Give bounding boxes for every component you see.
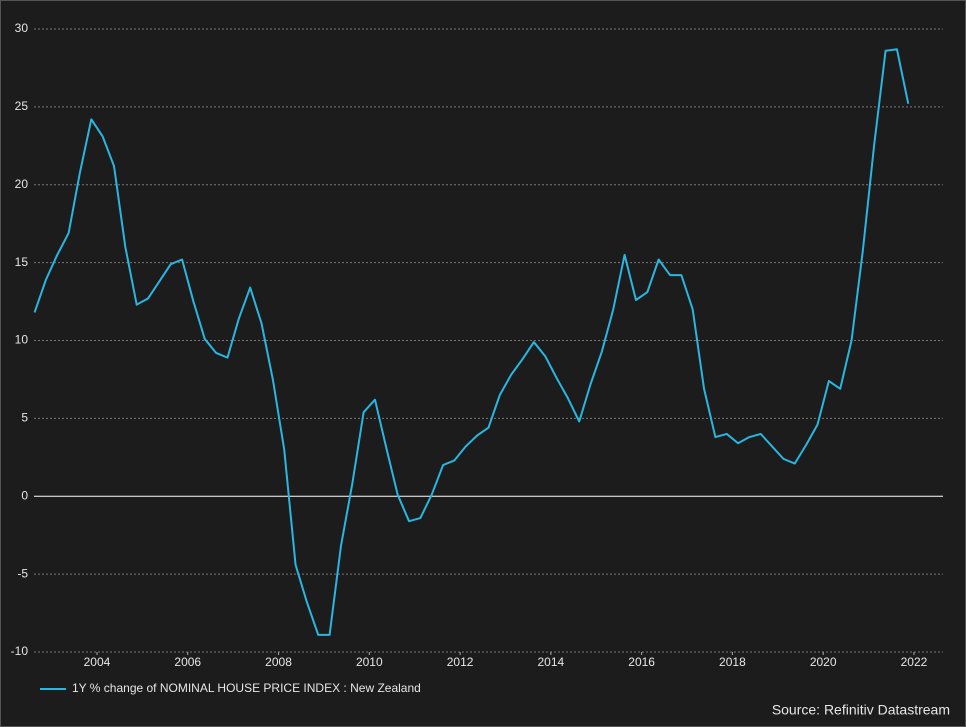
y-tick-label: 20 [15, 177, 29, 191]
y-tick-label: -10 [11, 644, 29, 658]
x-tick-label: 2016 [628, 655, 655, 669]
x-tick-label: 2012 [447, 655, 474, 669]
x-tick-label: 2004 [84, 655, 111, 669]
y-tick-label: 0 [21, 488, 28, 502]
x-tick-label: 2006 [174, 655, 201, 669]
x-tick-label: 2014 [538, 655, 565, 669]
y-tick-label: 15 [15, 255, 29, 269]
x-tick-label: 2022 [901, 655, 928, 669]
data-line [33, 48, 910, 636]
x-tick-label: 2010 [356, 655, 383, 669]
y-tick-label: 25 [15, 99, 29, 113]
source: Source: Refinitiv Datastream [772, 702, 950, 718]
x-tick-label: 2018 [719, 655, 746, 669]
x-tick-label: 2008 [265, 655, 292, 669]
y-tick-label: 30 [15, 21, 29, 35]
y-tick-label: -5 [17, 566, 28, 580]
legend-label: 1Y % change of NOMINAL HOUSE PRICE INDEX… [72, 681, 421, 695]
y-tick-label: 5 [21, 411, 28, 425]
y-tick-label: 10 [15, 333, 29, 347]
x-tick-label: 2020 [810, 655, 837, 669]
